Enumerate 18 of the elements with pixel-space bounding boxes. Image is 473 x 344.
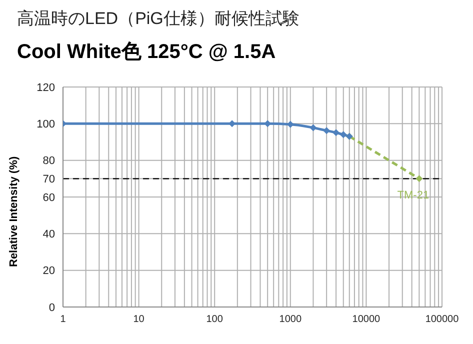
y-tick-label: 0 [48,302,55,314]
x-tick-label: 100000 [425,314,460,326]
y-axis-title: Relative Intensity (%) [8,156,20,267]
chart-title: 高温時のLED（PiG仕様）耐候性試験 [17,8,300,30]
chart-subtitle: Cool White色 125°C @ 1.5A [17,40,276,65]
y-tick-label: 70 [42,174,55,186]
annotation: TM-21 [397,189,430,202]
y-tick-label: 40 [42,228,55,241]
x-tick-label: 1 [60,314,66,326]
y-tick-label: 80 [42,155,55,168]
x-tick-label: 100 [206,314,224,326]
y-tick-label: 20 [42,265,55,278]
y-tick-label: 120 [36,82,55,94]
x-tick-label: 10 [133,314,145,326]
x-tick-label: 1000 [279,314,302,326]
x-tick-label: 10000 [352,314,381,326]
y-tick-label: 100 [36,118,55,131]
y-tick-label: 60 [42,192,55,204]
